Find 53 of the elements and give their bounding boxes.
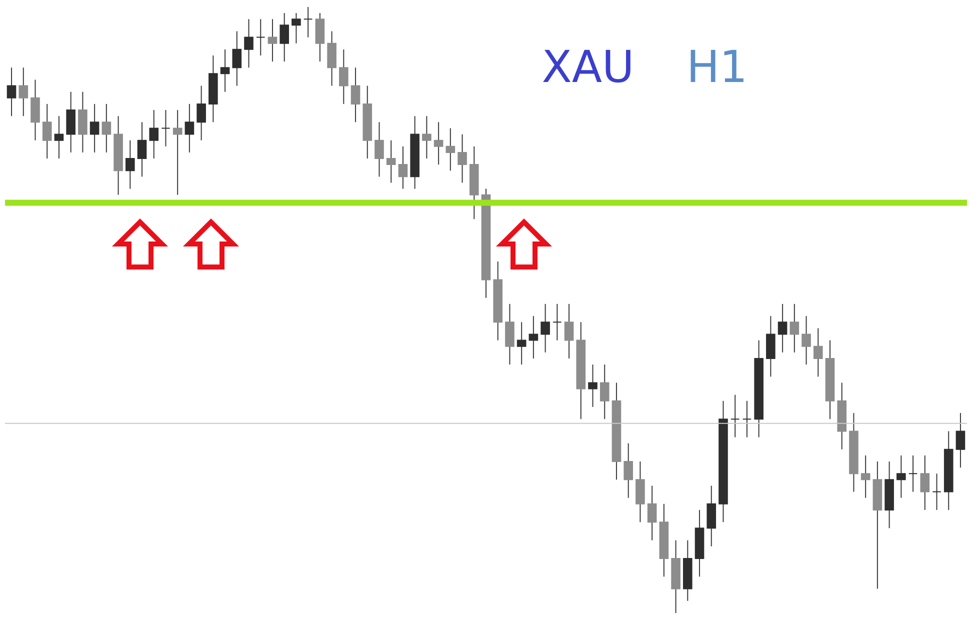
candlestick [54,116,64,159]
candlestick [588,364,598,408]
candlestick [896,454,906,498]
annotation: H1 [686,42,748,93]
candlestick [802,316,811,366]
candlestick [184,103,194,153]
candlestick [446,128,456,172]
candlestick [303,6,313,38]
candlestick [528,316,538,359]
candlestick [860,454,870,498]
candlestick [956,412,966,468]
candlestick [398,146,408,190]
candlestick [125,140,135,190]
candlestick [256,18,266,56]
candlestick [624,442,633,498]
annotation: XAU [542,42,634,93]
candlestick [813,328,823,378]
candlestick [908,454,918,492]
candlestick [540,303,550,353]
candlestick [102,103,112,153]
candlestick [292,12,301,44]
candlestick [220,48,230,92]
candlestick [458,134,467,184]
candlestick [196,85,206,141]
candlestick [42,103,52,159]
candlestick [790,303,800,353]
candlestick [6,67,16,117]
candlestick [920,454,930,510]
candlestick [244,18,254,68]
candlestick [564,303,574,359]
candlestick [422,116,432,159]
candlestick [374,122,384,178]
candlestick [137,122,147,178]
candlestick [516,322,526,366]
candlestick [268,18,278,62]
candlestick [149,110,159,159]
candlestick [552,303,562,341]
candlestick [280,12,289,62]
candlestick [90,103,100,153]
candlestick [350,67,360,123]
candlestick [339,48,348,104]
candlestick [232,30,242,86]
candlestick [161,110,170,147]
candlestick [600,364,610,420]
candlestick [386,140,396,184]
candlestick [730,394,740,438]
candlestick [434,122,444,166]
candlestick [932,473,942,510]
candlestick [778,303,788,353]
candlestick [647,485,657,541]
candlestick [18,67,28,117]
candlestick [742,400,752,438]
candlestick [172,110,182,196]
